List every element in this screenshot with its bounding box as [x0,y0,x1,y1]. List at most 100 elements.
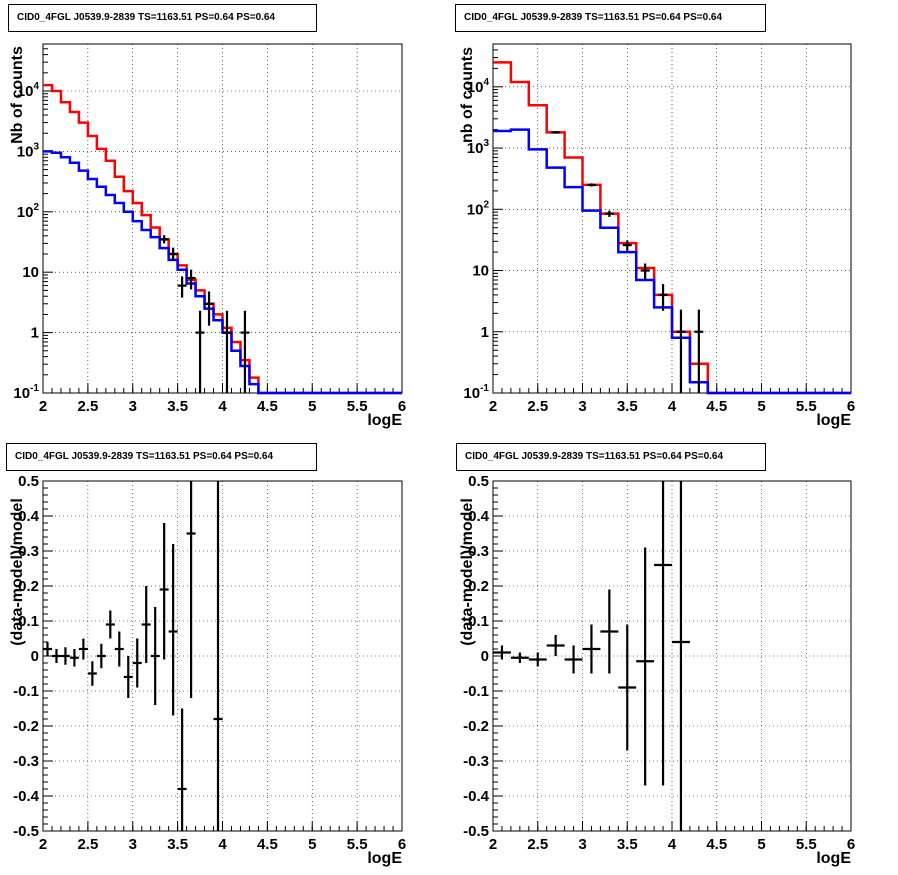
data-point [546,635,565,656]
data-point [658,284,668,311]
data-point [186,269,196,290]
x-tick-label: 4 [668,836,677,853]
data-point [186,481,196,698]
data-point [159,235,169,244]
y-tick-label: 102 [467,199,490,218]
data-point [177,276,187,298]
y-tick-label: 0.5 [468,473,489,490]
x-tick-label: 3.5 [167,398,188,415]
x-tick-label: 5.5 [347,836,368,853]
title-bottom-left: CID0_4FGL J0539.9-2839 TS=1163.51 PS=0.6… [15,451,274,462]
data-point [168,544,178,716]
title-box-bottom-right: CID0_4FGL J0539.9-2839 TS=1163.51 PS=0.6… [456,443,766,471]
y-axis-label: (data-model)/model [9,498,26,646]
x-tick-label: 5 [757,836,765,853]
data-point [493,645,511,660]
x-tick-label: 4.5 [257,398,278,415]
title-top-left: CID0_4FGL J0539.9-2839 TS=1163.51 PS=0.6… [17,12,276,23]
panel-0: 2 2.5 3 3.5 4 4.5 5 5.5 6 10-1 1 10 102 103 104 logE Nb … [9,43,406,429]
x-tick-label: 5.5 [347,398,368,415]
y-axis-label: nb of counts [459,47,476,143]
y-tick-label: 1 [481,324,489,341]
data-point [43,642,52,656]
data-point [141,586,151,663]
y-tick-label: 0.2 [18,578,39,595]
data-point [168,247,178,261]
x-tick-label: 3 [129,836,137,853]
y-tick-label: 0.4 [18,508,40,525]
y-tick-label: 10-1 [463,383,489,402]
y-axis-label: (data-model)/model [459,498,476,646]
data-point [204,291,214,326]
y-tick-label: -0.1 [463,683,489,700]
y-tick-label: 0 [481,648,489,665]
y-tick-label: -0.5 [463,823,489,840]
title-bottom-right: CID0_4FGL J0539.9-2839 TS=1163.51 PS=0.6… [465,451,724,462]
y-tick-label: 104 [467,77,490,96]
data-point [604,210,614,217]
y-tick-label: -0.4 [463,788,490,805]
x-tick-label: 6 [847,836,855,853]
y-tick-label: -0.5 [13,823,39,840]
y-tick-label: 102 [17,202,40,221]
data-point [618,624,637,751]
data-point [672,481,690,831]
model-histogram-blue [493,128,851,395]
x-tick-label: 4.5 [257,836,278,853]
x-tick-label: 3.5 [167,836,188,853]
data-point [177,708,187,831]
x-tick-label: 5 [308,836,316,853]
data-point [78,638,88,660]
x-tick-label: 2 [489,836,497,853]
y-tick-label: 0.1 [468,613,489,630]
x-tick-label: 6 [847,398,855,415]
data-point [96,643,106,669]
x-tick-label: 4 [668,398,677,415]
y-tick-label: -0.3 [13,753,39,770]
data-point [640,263,650,281]
data-point [564,645,583,674]
title-box-bottom-left: CID0_4FGL J0539.9-2839 TS=1163.51 PS=0.6… [6,443,317,471]
x-tick-label: 5.5 [796,398,817,415]
data-point [105,610,115,639]
panel-2: 2 2.5 3 3.5 4 4.5 5 5.5 6 -0.5 -0.4 -0.3 -0.2 -0.1 0 0.… [9,473,406,867]
x-tick-label: 2 [39,836,47,853]
data-point [694,309,704,393]
data-point [654,481,672,786]
panel-1: 2 2.5 3 3.5 4 4.5 5 5.5 6 10-1 1 10 102 103 104 logE nb … [459,43,855,429]
title-box-top-left: CID0_4FGL J0539.9-2839 TS=1163.51 PS=0.6… [8,4,317,32]
title-top-right: CID0_4FGL J0539.9-2839 TS=1163.51 PS=0.6… [464,12,723,23]
data-point [582,624,601,674]
y-tick-label: 0.1 [18,613,39,630]
x-tick-label: 4 [218,836,227,853]
x-tick-label: 2.5 [527,398,548,415]
x-tick-label: 4.5 [706,836,727,853]
x-axis-label: logE [367,412,402,429]
y-tick-label: 10-1 [13,383,39,402]
data-point [528,652,547,667]
x-tick-label: 6 [398,836,406,853]
data-point [87,661,97,686]
x-tick-label: 3.5 [617,836,638,853]
x-tick-label: 4 [218,398,227,415]
y-tick-label: 103 [17,141,40,160]
data-point [510,652,529,663]
y-tick-label: 104 [17,81,40,100]
x-tick-label: 2.5 [527,836,548,853]
y-tick-label: -0.2 [13,718,39,735]
x-tick-label: 5.5 [796,836,817,853]
data-point [676,309,686,393]
y-tick-label: 0.3 [468,543,489,560]
data-point [600,589,619,674]
data-point [51,649,61,663]
y-tick-label: -0.2 [463,718,489,735]
model-histogram-blue [43,150,402,395]
data-point [222,310,232,393]
y-tick-label: 0.4 [468,508,490,525]
data-point [60,647,70,665]
y-tick-label: -0.3 [463,753,489,770]
data-point [622,240,632,251]
x-tick-label: 2 [489,398,497,415]
data-point [551,131,561,134]
data-point [69,649,79,667]
